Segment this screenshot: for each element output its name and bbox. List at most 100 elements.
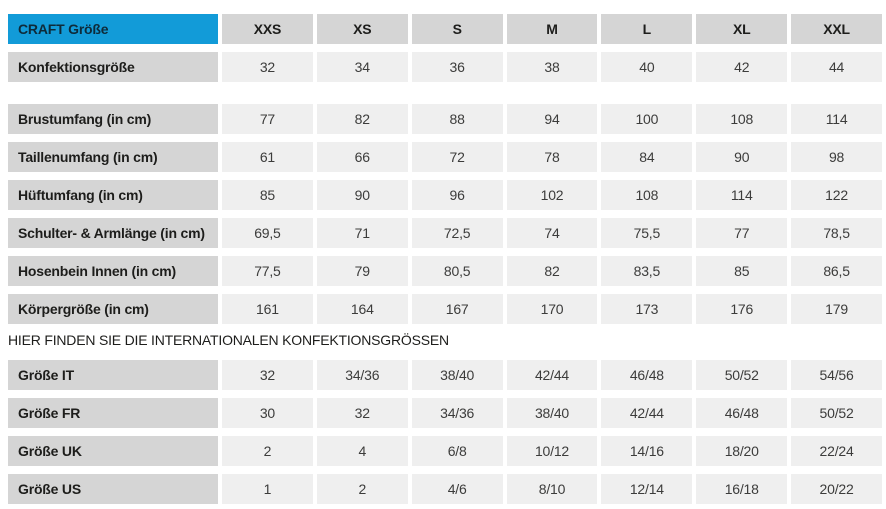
size-value-cell: 77,5 <box>222 256 313 286</box>
size-header-cell: XXL <box>791 14 882 44</box>
table-row: Größe UK 2 4 6/8 10/12 14/16 18/20 22/24 <box>8 436 882 466</box>
size-value-cell: 164 <box>316 294 408 324</box>
row-label-cell: Hüftumfang (in cm) <box>8 180 218 210</box>
row-label-cell: Körpergröße (in cm) <box>8 294 218 324</box>
size-value-cell: 179 <box>791 294 882 324</box>
size-value-cell: 100 <box>601 104 693 134</box>
size-value-cell: 80,5 <box>411 256 503 286</box>
size-value-cell: 34/36 <box>411 398 503 428</box>
row-label-cell: Hosenbein Innen (in cm) <box>8 256 218 286</box>
size-value-cell: 71 <box>316 218 408 248</box>
size-value-cell: 85 <box>696 256 788 286</box>
size-value-cell: 2 <box>316 474 408 504</box>
size-value-cell: 84 <box>601 142 693 172</box>
size-value-cell: 32 <box>222 52 313 82</box>
size-value-cell: 78,5 <box>791 218 882 248</box>
size-value-cell: 90 <box>316 180 408 210</box>
size-value-cell: 42/44 <box>506 360 598 390</box>
section-spacer <box>8 90 882 104</box>
size-header-cell: S <box>411 14 503 44</box>
size-header-cell: XXS <box>222 14 313 44</box>
size-value-cell: 38/40 <box>506 398 598 428</box>
size-header-cell: L <box>601 14 693 44</box>
size-value-cell: 50/52 <box>696 360 788 390</box>
size-value-cell: 2 <box>222 436 313 466</box>
size-value-cell: 20/22 <box>791 474 882 504</box>
size-value-cell: 38 <box>506 52 598 82</box>
size-value-cell: 42 <box>696 52 788 82</box>
size-value-cell: 74 <box>506 218 598 248</box>
size-value-cell: 114 <box>696 180 788 210</box>
size-value-cell: 94 <box>506 104 598 134</box>
size-value-cell: 32 <box>316 398 408 428</box>
table-row: Konfektionsgröße 32 34 36 38 40 42 44 <box>8 52 882 82</box>
size-value-cell: 161 <box>222 294 313 324</box>
size-value-cell: 8/10 <box>506 474 598 504</box>
size-value-cell: 82 <box>506 256 598 286</box>
size-value-cell: 1 <box>222 474 313 504</box>
size-value-cell: 86,5 <box>791 256 882 286</box>
size-value-cell: 78 <box>506 142 598 172</box>
size-value-cell: 30 <box>222 398 313 428</box>
size-value-cell: 38/40 <box>411 360 503 390</box>
row-label-cell: Größe IT <box>8 360 218 390</box>
row-label-cell: Größe UK <box>8 436 218 466</box>
size-value-cell: 4/6 <box>411 474 503 504</box>
size-value-cell: 75,5 <box>601 218 693 248</box>
size-value-cell: 40 <box>601 52 693 82</box>
size-value-cell: 72,5 <box>411 218 503 248</box>
international-size-table: Größe IT 32 34/36 38/40 42/44 46/48 50/52 54/56… <box>8 360 882 504</box>
row-label-cell: Taillenumfang (in cm) <box>8 142 218 172</box>
table-row: CRAFT Größe XXS XS S M L XL XXL <box>8 14 882 44</box>
table-row: Brustumfang (in cm) 77 82 88 94 100 108 114 <box>8 104 882 134</box>
row-label-cell: Brustumfang (in cm) <box>8 104 218 134</box>
size-value-cell: 46/48 <box>696 398 788 428</box>
size-value-cell: 69,5 <box>222 218 313 248</box>
table-row: Größe FR 30 32 34/36 38/40 42/44 46/48 50/52 <box>8 398 882 428</box>
size-value-cell: 77 <box>222 104 313 134</box>
size-value-cell: 170 <box>506 294 598 324</box>
craft-size-corner-cell: CRAFT Größe <box>8 14 218 44</box>
size-value-cell: 98 <box>791 142 882 172</box>
row-label-cell: Größe FR <box>8 398 218 428</box>
row-label-cell: Konfektionsgröße <box>8 52 218 82</box>
size-value-cell: 36 <box>411 52 503 82</box>
size-value-cell: 42/44 <box>601 398 693 428</box>
size-value-cell: 14/16 <box>601 436 693 466</box>
size-value-cell: 108 <box>696 104 788 134</box>
size-value-cell: 54/56 <box>791 360 882 390</box>
size-value-cell: 102 <box>506 180 598 210</box>
size-value-cell: 82 <box>316 104 408 134</box>
size-value-cell: 122 <box>791 180 882 210</box>
size-value-cell: 61 <box>222 142 313 172</box>
size-value-cell: 22/24 <box>791 436 882 466</box>
table-row: Größe US 1 2 4/6 8/10 12/14 16/18 20/22 <box>8 474 882 504</box>
size-value-cell: 18/20 <box>696 436 788 466</box>
size-value-cell: 10/12 <box>506 436 598 466</box>
international-sizes-heading: HIER FINDEN SIE DIE INTERNATIONALEN KONF… <box>8 332 449 348</box>
table-row: Körpergröße (in cm) 161 164 167 170 173 176 179 <box>8 294 882 324</box>
size-value-cell: 6/8 <box>411 436 503 466</box>
size-value-cell: 46/48 <box>601 360 693 390</box>
size-value-cell: 34/36 <box>316 360 408 390</box>
size-value-cell: 44 <box>791 52 882 82</box>
size-header-cell: XS <box>316 14 408 44</box>
size-header-cell: M <box>506 14 598 44</box>
table-row: Schulter- & Armlänge (in cm) 69,5 71 72,5 74… <box>8 218 882 248</box>
size-value-cell: 16/18 <box>696 474 788 504</box>
size-value-cell: 50/52 <box>791 398 882 428</box>
size-value-cell: 173 <box>601 294 693 324</box>
size-value-cell: 34 <box>316 52 408 82</box>
table-row: Hosenbein Innen (in cm) 77,5 79 80,5 82 83,5 8… <box>8 256 882 286</box>
size-value-cell: 72 <box>411 142 503 172</box>
size-value-cell: 96 <box>411 180 503 210</box>
size-value-cell: 108 <box>601 180 693 210</box>
size-value-cell: 66 <box>316 142 408 172</box>
size-header-cell: XL <box>696 14 788 44</box>
size-value-cell: 77 <box>696 218 788 248</box>
row-label-cell: Größe US <box>8 474 218 504</box>
size-value-cell: 79 <box>316 256 408 286</box>
size-value-cell: 4 <box>316 436 408 466</box>
row-label-cell: Schulter- & Armlänge (in cm) <box>8 218 218 248</box>
